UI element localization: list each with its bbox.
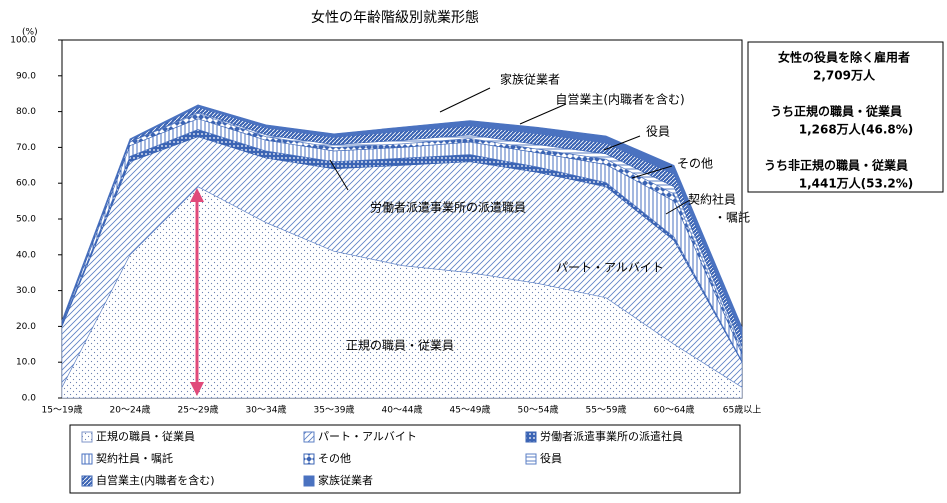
x-tick-label: 50〜54歳 (518, 404, 559, 416)
annotation: パート・アルバイト (556, 261, 664, 275)
leader-lines (329, 87, 691, 215)
annotation: 自営業主(内職者を含む) (555, 92, 684, 107)
side-note: うち正規の職員・従業員 (770, 104, 902, 119)
annotation: 正規の職員・従業員 (346, 338, 454, 353)
chart-title: 女性の年齢階級別就業形態 (311, 9, 479, 26)
legend (69, 424, 741, 494)
legend-swatch (525, 453, 537, 465)
legend-label: 労働者派遣事業所の派遣社員 (540, 429, 683, 443)
legend-swatch (81, 431, 93, 443)
legend-label: その他 (318, 452, 351, 465)
x-tick-label: 45〜49歳 (450, 404, 491, 416)
y-tick-label: 90.0 (16, 71, 36, 81)
y-tick-label: 50.0 (16, 215, 36, 225)
legend-label: 自営業主(内職者を含む) (96, 473, 215, 487)
legend-swatch (303, 431, 315, 443)
y-tick-label: 80.0 (16, 107, 36, 117)
legend-label: 契約社員・嘱託 (96, 451, 173, 465)
y-tick-label: 60.0 (16, 179, 36, 189)
side-note: 1,268万人(46.8%) (799, 122, 914, 137)
side-note: うち非正規の職員・従業員 (764, 158, 908, 173)
x-tick-label: 15〜19歳 (42, 404, 83, 416)
legend-swatch (81, 475, 93, 487)
legend-label: 正規の職員・従業員 (96, 429, 195, 443)
x-tick-label: 40〜44歳 (382, 404, 423, 416)
area (61, 104, 743, 337)
x-tick-label: 55〜59歳 (586, 404, 627, 416)
side-note: 女性の役員を除く雇用者 (778, 50, 910, 65)
annotation: 労働者派遣事業所の派遣職員 (370, 200, 526, 215)
annotation: 契約社員 (688, 192, 736, 207)
x-tick-label: 25〜29歳 (178, 404, 219, 416)
y-tick-label: 30.0 (16, 286, 36, 296)
legend-swatch (303, 475, 315, 487)
legend-label: 家族従業者 (318, 473, 373, 487)
y-tick-label: 100.0 (10, 36, 36, 46)
y-tick-label: 20.0 (16, 322, 36, 332)
x-tick-label: 60〜64歳 (654, 404, 695, 416)
y-tick-label: 10.0 (16, 358, 36, 368)
legend-swatch (303, 453, 315, 465)
side-note: 1,441万人(53.2%) (799, 176, 914, 191)
x-tick-label: 65歳以上 (723, 404, 761, 416)
x-tick-label: 35〜39歳 (314, 404, 355, 416)
y-tick-label: 0.0 (22, 394, 37, 404)
y-tick-label: 70.0 (16, 143, 36, 153)
annotation: 役員 (646, 124, 670, 139)
legend-label: パート・アルバイト (318, 430, 417, 443)
annotation: ・嘱託 (714, 210, 750, 225)
x-tick-label: 30〜34歳 (246, 404, 287, 416)
annotation: 家族従業者 (500, 72, 560, 87)
y-tick-label: 40.0 (16, 250, 36, 260)
annotation: その他 (677, 157, 713, 171)
x-tick-label: 20〜24歳 (110, 404, 151, 416)
legend-swatch (525, 431, 537, 443)
y-unit: (%) (22, 28, 38, 38)
legend-label: 役員 (540, 451, 562, 465)
side-box (747, 41, 944, 193)
side-note: 2,709万人 (813, 68, 876, 83)
legend-swatch (81, 453, 93, 465)
plot-area (61, 39, 743, 399)
